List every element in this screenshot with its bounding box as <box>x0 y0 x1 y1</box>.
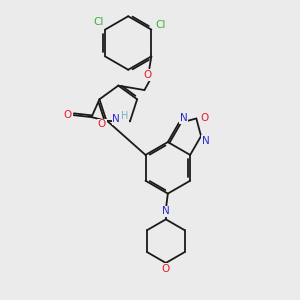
Text: Cl: Cl <box>155 20 166 30</box>
Text: N: N <box>180 113 188 123</box>
Text: O: O <box>64 110 72 120</box>
Text: H: H <box>121 111 128 121</box>
Text: O: O <box>98 119 106 129</box>
Text: O: O <box>143 70 152 80</box>
Text: O: O <box>200 113 208 124</box>
Text: O: O <box>162 264 170 274</box>
Text: N: N <box>202 136 210 146</box>
Text: N: N <box>162 206 170 216</box>
Text: N: N <box>112 114 120 124</box>
Text: Cl: Cl <box>93 17 103 27</box>
